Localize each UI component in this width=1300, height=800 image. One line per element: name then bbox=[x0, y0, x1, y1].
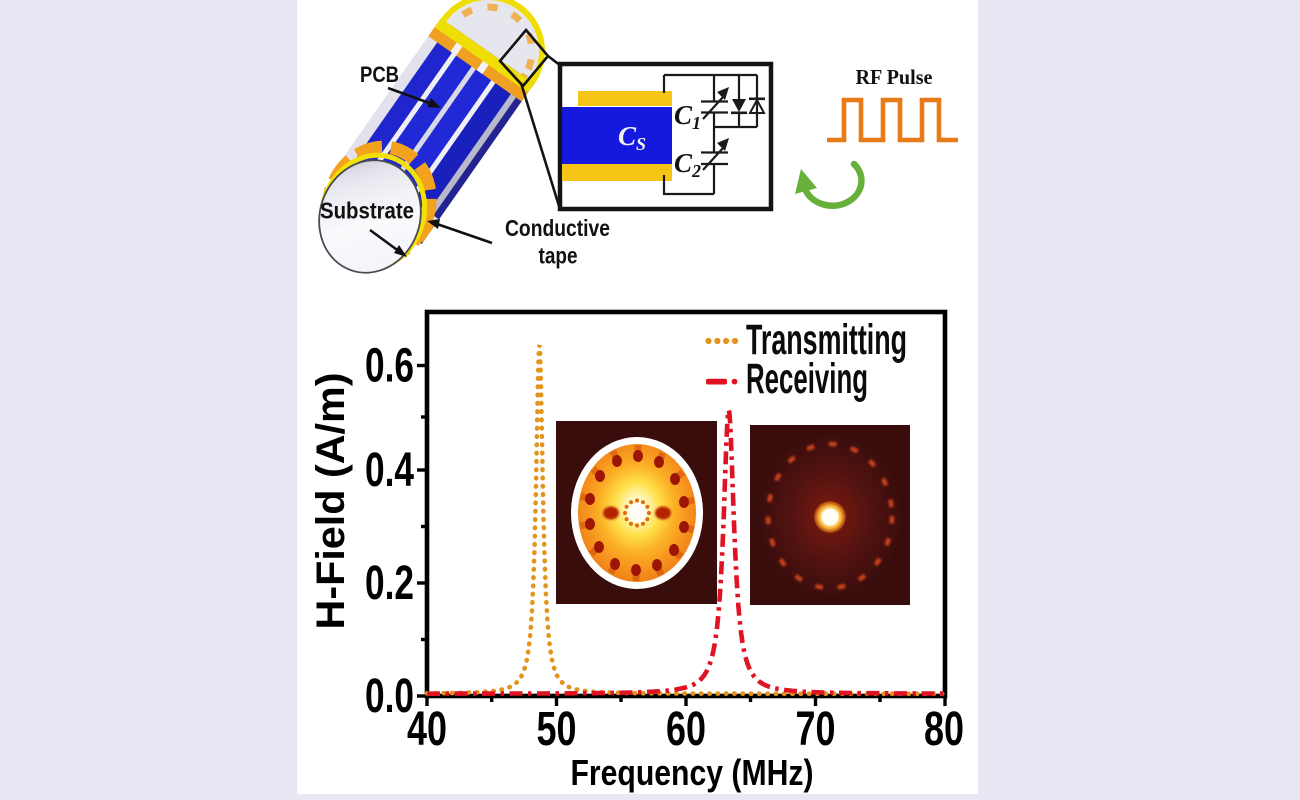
svg-text:0.4: 0.4 bbox=[365, 444, 414, 497]
svg-text:H-Field (A/m): H-Field (A/m) bbox=[309, 373, 353, 630]
svg-text:Transmitting: Transmitting bbox=[746, 317, 907, 364]
svg-text:40: 40 bbox=[407, 703, 447, 756]
svg-text:RF Pulse: RF Pulse bbox=[856, 65, 933, 89]
svg-text:Conductive: Conductive bbox=[505, 215, 610, 241]
svg-text:tape: tape bbox=[539, 243, 578, 269]
svg-text:Receiving: Receiving bbox=[746, 356, 868, 403]
svg-text:60: 60 bbox=[666, 703, 706, 756]
svg-text:PCB: PCB bbox=[360, 62, 399, 87]
svg-text:0.0: 0.0 bbox=[365, 670, 414, 723]
svg-text:Substrate: Substrate bbox=[320, 198, 414, 224]
svg-text:Frequency (MHz): Frequency (MHz) bbox=[571, 752, 814, 793]
svg-text:50: 50 bbox=[537, 703, 577, 756]
svg-text:0.6: 0.6 bbox=[365, 340, 414, 393]
svg-text:0.2: 0.2 bbox=[365, 557, 414, 610]
svg-text:70: 70 bbox=[796, 703, 836, 756]
svg-text:C2: C2 bbox=[674, 148, 701, 181]
svg-text:80: 80 bbox=[924, 703, 964, 756]
